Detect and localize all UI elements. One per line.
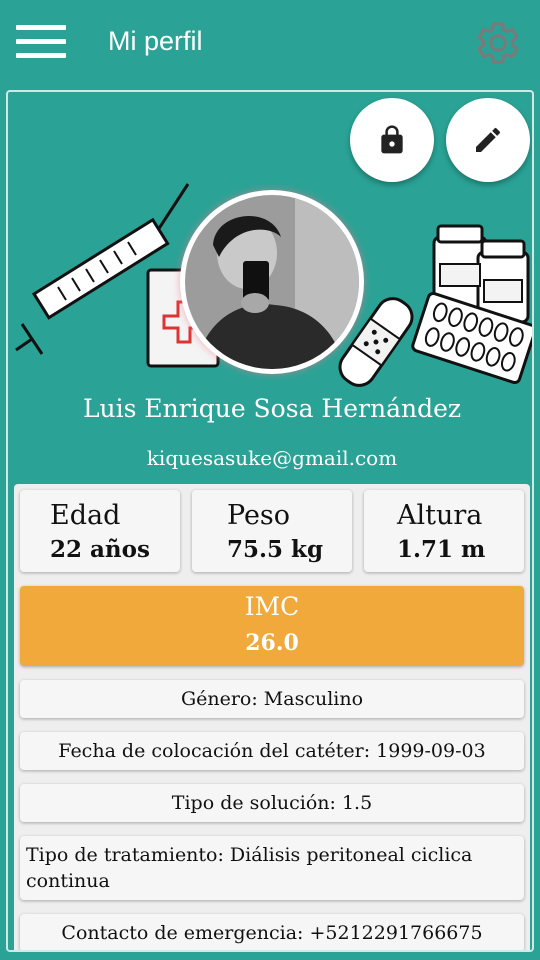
height-label: Altura (397, 500, 483, 531)
imc-card: IMC 26.0 (20, 586, 524, 666)
weight-card: Peso 75.5 kg (192, 490, 352, 572)
pill-blister-icon (411, 291, 532, 385)
avatar[interactable] (180, 190, 364, 374)
lock-icon (381, 125, 403, 154)
profile-details-panel: Edad 22 años Peso 75.5 kg Altura 1.71 m … (14, 484, 530, 950)
gear-icon (477, 22, 519, 64)
lock-button[interactable] (350, 98, 434, 182)
solution-type-row: Tipo de solución: 1.5 (20, 784, 524, 822)
syringe-icon (15, 183, 190, 355)
height-card: Altura 1.71 m (364, 490, 524, 572)
gender-row: Género: Masculino (20, 680, 524, 718)
profile-name: Luis Enrique Sosa Hernández (82, 394, 462, 423)
app-bar: Mi perfil (0, 0, 540, 86)
age-value: 22 años (50, 536, 150, 563)
bandage-icon (338, 297, 414, 387)
page-title: Mi perfil (108, 26, 203, 56)
age-card: Edad 22 años (20, 490, 180, 572)
pill-bottle-icon (432, 224, 530, 324)
imc-label: IMC (244, 592, 300, 621)
pencil-icon (476, 127, 501, 152)
menu-button[interactable] (16, 24, 68, 62)
profile-photo (185, 195, 359, 369)
treatment-type-row: Tipo de tratamiento: Diálisis peritoneal… (20, 836, 524, 900)
menu-icon (16, 25, 66, 30)
emergency-contact-row: Contacto de emergencia: +5212291766675 (20, 914, 524, 950)
catheter-date-row: Fecha de colocación del catéter: 1999-09… (20, 732, 524, 770)
profile-email: kiquesasuke@gmail.com (146, 446, 398, 470)
imc-value: 26.0 (245, 630, 299, 656)
weight-label: Peso (227, 500, 291, 531)
edit-button[interactable] (446, 98, 530, 182)
settings-button[interactable] (474, 19, 522, 67)
profile-card: Luis Enrique Sosa Hernández kiquesasuke@… (6, 90, 534, 952)
weight-value: 75.5 kg (227, 536, 324, 563)
age-label: Edad (50, 500, 121, 531)
height-value: 1.71 m (397, 536, 486, 563)
